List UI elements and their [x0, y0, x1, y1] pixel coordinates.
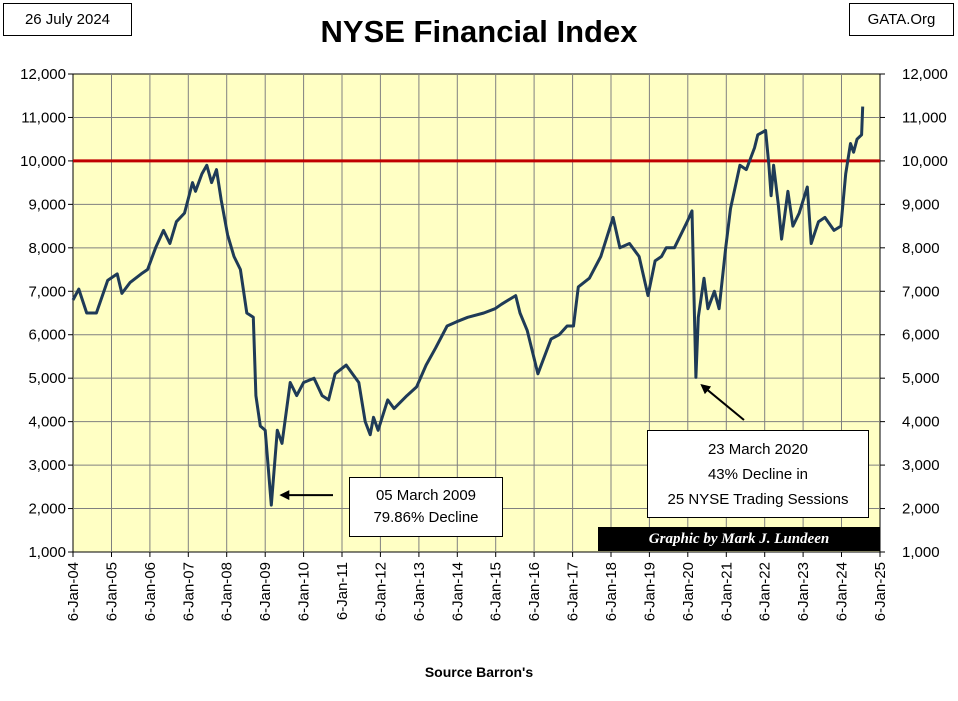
x-tick-label: 6-Jan-22	[757, 562, 774, 621]
x-axis-title: Source Barron's	[424, 664, 534, 680]
annotation-arrows	[279, 384, 745, 501]
x-tick-label: 6-Jan-17	[565, 562, 582, 621]
x-tick-label: 6-Jan-20	[680, 562, 697, 621]
annotation-2009-line-2: 79.86% Decline	[373, 509, 479, 526]
y-tick-label-left: 12,000	[20, 66, 66, 83]
date-label: 26 July 2024	[3, 3, 132, 36]
y-tick-label-right: 1,000	[902, 544, 940, 561]
annotation-2020-line-3: 25 NYSE Trading Sessions	[667, 491, 849, 508]
x-axis-ticks: 6-Jan-04 6-Jan-05 6-Jan-06 6-Jan-07 6-Jan-08…	[65, 552, 889, 621]
source-label: GATA.Org	[849, 3, 954, 36]
y-tick-label-right: 4,000	[902, 414, 940, 431]
y-tick-label-left: 6,000	[28, 327, 66, 344]
y-tick-label-left: 11,000	[21, 109, 66, 126]
y-tick-label-right: 3,000	[902, 457, 940, 474]
y-tick-label-right: 5,000	[902, 370, 940, 387]
x-tick-label: 6-Jan-11	[334, 562, 351, 620]
x-tick-label: 6-Jan-14	[449, 562, 466, 621]
y-tick-label-right: 10,000	[902, 153, 948, 170]
x-tick-label: 6-Jan-04	[65, 562, 82, 621]
series-line-nyse-financial	[71, 106, 865, 507]
y-tick-label-left: 3,000	[28, 457, 66, 474]
y-tick-label-right: 7,000	[902, 283, 940, 300]
y-tick-label-right: 6,000	[902, 327, 940, 344]
y-tick-label-left: 1,000	[28, 544, 66, 561]
x-tick-label: 6-Jan-15	[488, 562, 505, 621]
y-tick-label-left: 4,000	[28, 414, 66, 431]
y-tick-label-left: 2,000	[28, 501, 66, 518]
x-tick-label: 6-Jan-06	[142, 562, 159, 621]
y-tick-label-right: 11,000	[902, 109, 947, 126]
x-tick-label: 6-Jan-18	[603, 562, 620, 621]
y-tick-label-right: 9,000	[902, 196, 940, 213]
x-tick-label: 6-Jan-23	[795, 562, 812, 621]
y-tick-label-right: 12,000	[902, 66, 948, 83]
annotation-2009-line-1: 05 March 2009	[375, 487, 477, 504]
x-tick-label: 6-Jan-09	[257, 562, 274, 621]
y-axis-ticks: 1,000 1,000 2,000 2,000 3,000 3,000 4,000 4,000…	[20, 66, 948, 561]
y-tick-label-right: 8,000	[902, 240, 940, 257]
chart-title: NYSE Financial Index	[320, 14, 638, 49]
x-tick-label: 6-Jan-08	[219, 562, 236, 621]
x-tick-label: 6-Jan-25	[872, 562, 889, 621]
annotation-2020-line-1: 23 March 2020	[707, 441, 809, 458]
y-tick-label-left: 9,000	[28, 196, 66, 213]
x-tick-label: 6-Jan-13	[411, 562, 428, 621]
x-tick-label: 6-Jan-16	[526, 562, 543, 621]
x-tick-label: 6-Jan-07	[180, 562, 197, 621]
annotation-2009: 05 March 2009 79.86% Decline	[349, 477, 503, 537]
x-tick-label: 6-Jan-19	[641, 562, 658, 621]
y-tick-label-left: 7,000	[28, 283, 66, 300]
arrow-2020	[700, 384, 745, 421]
x-tick-label: 6-Jan-24	[833, 562, 850, 621]
credit-label: Graphic by Mark J. Lundeen	[598, 527, 880, 551]
y-tick-label-left: 5,000	[28, 370, 66, 387]
x-tick-label: 6-Jan-21	[718, 562, 735, 621]
y-tick-label-left: 8,000	[28, 240, 66, 257]
x-tick-label: 6-Jan-10	[296, 562, 313, 621]
x-tick-label: 6-Jan-12	[372, 562, 389, 621]
y-tick-label-right: 2,000	[902, 501, 940, 518]
x-tick-label: 6-Jan-05	[104, 562, 121, 621]
annotation-2020-line-2: 43% Decline in	[707, 466, 809, 483]
annotation-2020: 23 March 2020 43% Decline in 25 NYSE Tra…	[647, 430, 869, 518]
y-tick-label-left: 10,000	[20, 153, 66, 170]
